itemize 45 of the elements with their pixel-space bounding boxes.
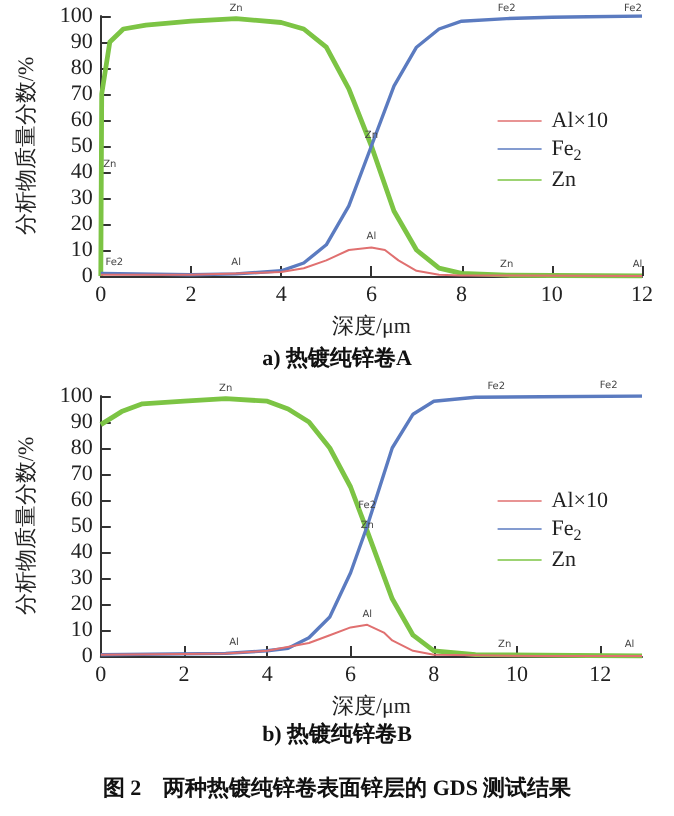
x-axis-title: 深度/μm [331, 692, 412, 719]
text: a) 热镀纯锌卷A [262, 345, 412, 371]
legend-label: Al×10 [551, 109, 609, 133]
x-tick-label: 8 [428, 663, 441, 687]
caption: 图 2 两种热镀纯锌卷表面锌层的 GDS 测试结果 [102, 775, 574, 801]
legend-label: Zn [551, 548, 578, 572]
y-tick-label: 100 [59, 4, 94, 28]
x-tick-label: 6 [345, 663, 358, 687]
y-tick-label: 40 [70, 160, 94, 184]
x-tick-label: 10 [506, 663, 530, 687]
y-tick-label: 80 [70, 56, 94, 80]
x-tick-label: 4 [261, 663, 274, 687]
y-tick-label: 20 [70, 212, 94, 236]
y-tick-label: 10 [70, 238, 94, 262]
text: b) 热镀纯锌卷B [262, 721, 414, 747]
x-tick-label: 12 [589, 663, 612, 687]
x-tick-label: 2 [178, 663, 190, 687]
y-tick-label: 80 [70, 436, 94, 460]
y-tick-label: 60 [70, 108, 94, 132]
x-tick-label: 10 [540, 283, 564, 307]
x-axis-title: 深度/μm [331, 312, 412, 339]
y-tick-label: 10 [70, 618, 94, 642]
y-tick-label: 20 [70, 592, 94, 616]
y-tick-label: 30 [70, 566, 94, 590]
x-tick-label: 2 [185, 283, 197, 307]
y-tick-label: 50 [70, 514, 94, 538]
x-tick-label: 6 [365, 283, 378, 307]
y-tick-label: 70 [70, 82, 94, 106]
y-tick-label: 40 [70, 540, 94, 564]
x-tick-label: 4 [275, 283, 288, 307]
y-tick-label: 100 [59, 384, 94, 408]
legend-label: Zn [551, 168, 578, 192]
y-tick-label: 60 [70, 488, 94, 512]
y-tick-label: 0 [81, 644, 94, 668]
legend-label: Al×10 [551, 489, 609, 513]
y-tick-label: 0 [81, 264, 94, 288]
y-tick-label: 90 [70, 410, 94, 434]
y-tick-label: 30 [70, 186, 94, 210]
y-tick-label: 90 [70, 30, 94, 54]
y-axis-title: 分析物质量分数/% [13, 56, 39, 236]
y-axis-title: 分析物质量分数/% [13, 436, 39, 616]
y-tick-label: 70 [70, 462, 94, 486]
y-tick-label: 50 [70, 134, 94, 158]
x-tick-label: 8 [456, 283, 469, 307]
x-tick-label: 12 [631, 283, 653, 307]
